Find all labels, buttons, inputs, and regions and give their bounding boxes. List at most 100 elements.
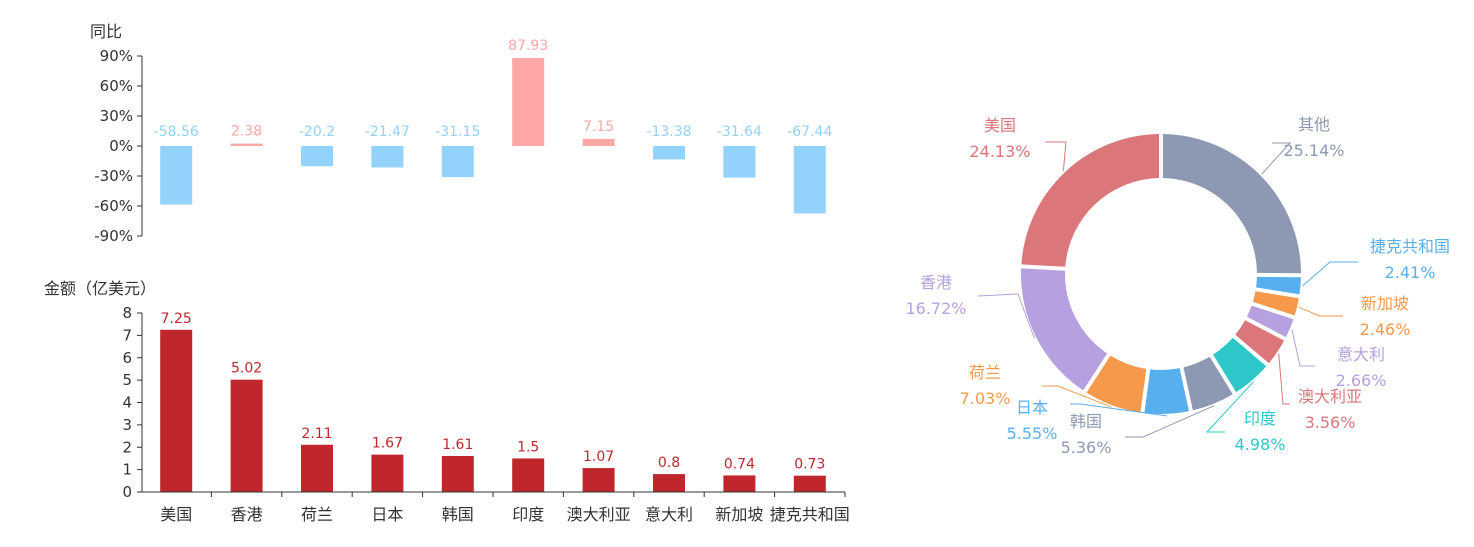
donut-slice-percent: 7.03% xyxy=(960,389,1011,408)
amount-value-label: 0.8 xyxy=(658,455,680,471)
amount-category-label: 韩国 xyxy=(442,505,474,524)
donut-slice[interactable] xyxy=(1021,134,1160,267)
amount-x-categories: 美国 香港 荷兰 日本 韩国 印度 澳大利亚 意大利 新加坡 捷克共和国 xyxy=(160,492,850,524)
donut-slice[interactable] xyxy=(1256,276,1301,295)
amount-bar[interactable] xyxy=(160,329,193,492)
amount-data-labels: 7.25 5.02 2.11 1.67 1.61 1.5 1.07 0.8 0.74 0.73 xyxy=(161,311,826,473)
yoy-bar[interactable] xyxy=(371,146,404,168)
yoy-tick-label: -60% xyxy=(94,197,133,215)
donut-leader-line xyxy=(1042,385,1112,408)
donut-leader-line xyxy=(1278,353,1290,405)
amount-value-label: 5.02 xyxy=(231,361,262,377)
amount-bar[interactable] xyxy=(653,474,685,492)
yoy-bar-chart: 同比 90% 60% 30% 0% -30% -60% -90% -58.56 2.38 -20… xyxy=(90,22,832,245)
amount-bar[interactable] xyxy=(512,458,545,492)
yoy-value-label: -31.15 xyxy=(435,124,480,140)
yoy-tick-label: -90% xyxy=(94,227,133,245)
donut-leader-line xyxy=(1298,306,1343,317)
donut-slice-name: 美国 xyxy=(984,116,1016,135)
yoy-bar[interactable] xyxy=(230,143,263,146)
amount-category-label: 美国 xyxy=(160,505,192,524)
amount-tick-label: 4 xyxy=(122,394,132,412)
amount-bar[interactable] xyxy=(793,475,826,492)
amount-tick-label: 0 xyxy=(122,483,132,501)
donut-slice-name: 意大利 xyxy=(1337,345,1385,364)
amount-bar[interactable] xyxy=(441,455,474,492)
donut-slice-name: 印度 xyxy=(1244,409,1276,428)
amount-category-label: 捷克共和国 xyxy=(770,505,850,524)
donut-leader-line xyxy=(1291,328,1315,367)
yoy-value-label: -67.44 xyxy=(787,124,832,140)
amount-value-label: 1.07 xyxy=(583,449,614,465)
donut-slice[interactable] xyxy=(1252,291,1299,316)
yoy-tick-label: 90% xyxy=(100,47,133,65)
amount-bar[interactable] xyxy=(230,379,263,492)
amount-value-label: 7.25 xyxy=(161,311,192,327)
amount-bar-chart: 金额（亿美元） 8 7 6 5 4 3 2 1 0 7.25 5.02 2.11 1.67 1.61 1.… xyxy=(44,279,850,524)
donut-slice-name: 韩国 xyxy=(1070,412,1102,431)
amount-category-label: 澳大利亚 xyxy=(567,505,631,524)
amount-axis-title: 金额（亿美元） xyxy=(44,279,156,298)
donut-slice[interactable] xyxy=(1086,355,1147,413)
amount-bar[interactable] xyxy=(301,444,333,492)
donut-slice[interactable] xyxy=(1021,268,1108,391)
donut-leader-line xyxy=(1302,261,1358,287)
amount-tick-label: 7 xyxy=(122,326,132,344)
yoy-bar[interactable] xyxy=(160,146,193,205)
amount-category-label: 印度 xyxy=(512,505,544,524)
yoy-bar[interactable] xyxy=(582,138,615,146)
donut-slice-percent: 24.13% xyxy=(969,142,1030,161)
yoy-bar[interactable] xyxy=(441,146,474,178)
donut-slice[interactable] xyxy=(1162,134,1301,274)
donut-slice-percent: 2.66% xyxy=(1336,371,1387,390)
amount-category-label: 日本 xyxy=(371,505,403,524)
yoy-data-labels: -58.56 2.38 -20.2 -21.47 -31.15 87.93 7.15 -13.… xyxy=(154,38,833,140)
yoy-bar[interactable] xyxy=(793,146,826,214)
donut-slice-percent: 4.98% xyxy=(1235,435,1286,454)
donut-leader-line xyxy=(1070,403,1167,417)
donut-slice-name: 其他 xyxy=(1298,115,1330,134)
yoy-value-label: 2.38 xyxy=(231,124,262,140)
donut-slices xyxy=(1021,134,1301,414)
yoy-value-label: -13.38 xyxy=(646,124,691,140)
amount-value-label: 1.61 xyxy=(442,437,473,453)
donut-slice-percent: 16.72% xyxy=(905,299,966,318)
yoy-bar[interactable] xyxy=(723,146,756,178)
amount-bar[interactable] xyxy=(582,468,615,492)
amount-tick-label: 5 xyxy=(122,371,132,389)
yoy-axis-title: 同比 xyxy=(90,22,122,41)
amount-tick-label: 6 xyxy=(122,349,132,367)
yoy-value-label: -31.64 xyxy=(717,124,762,140)
donut-labels: 其他 25.14% 捷克共和国 2.41% 新加坡 2.46% 意大利 2.66%澳大利亚 3.… xyxy=(905,115,1450,457)
amount-category-label: 意大利 xyxy=(645,505,693,524)
yoy-bar[interactable] xyxy=(653,146,685,160)
donut-leader-line xyxy=(1261,142,1292,175)
amount-tick-label: 1 xyxy=(122,461,132,479)
donut-slice[interactable] xyxy=(1235,320,1285,364)
yoy-tick-label: 60% xyxy=(100,77,133,95)
yoy-bar[interactable] xyxy=(301,146,333,167)
donut-slice-percent: 3.56% xyxy=(1305,413,1356,432)
yoy-bar[interactable] xyxy=(512,58,545,146)
amount-bar[interactable] xyxy=(723,475,756,492)
yoy-tick-label: -30% xyxy=(94,167,133,185)
yoy-y-ticks: 90% 60% 30% 0% -30% -60% -90% xyxy=(94,47,142,245)
donut-slice[interactable] xyxy=(1183,356,1233,411)
donut-leader-line xyxy=(1205,381,1254,433)
donut-slice[interactable] xyxy=(1246,305,1294,338)
donut-slice[interactable] xyxy=(1213,337,1267,393)
donut-slice-name: 荷兰 xyxy=(969,363,1001,382)
donut-slice[interactable] xyxy=(1144,368,1189,414)
donut-slice-percent: 5.36% xyxy=(1061,438,1112,457)
amount-value-label: 0.73 xyxy=(794,457,825,473)
amount-bars xyxy=(160,329,826,492)
donut-slice-percent: 25.14% xyxy=(1283,141,1344,160)
amount-category-label: 香港 xyxy=(231,505,263,524)
donut-leader-line xyxy=(977,293,1035,339)
donut-slice-name: 澳大利亚 xyxy=(1298,387,1362,406)
amount-bar[interactable] xyxy=(371,454,404,492)
yoy-tick-label: 30% xyxy=(100,107,133,125)
amount-value-label: 1.5 xyxy=(517,439,539,455)
amount-value-label: 1.67 xyxy=(372,436,403,452)
